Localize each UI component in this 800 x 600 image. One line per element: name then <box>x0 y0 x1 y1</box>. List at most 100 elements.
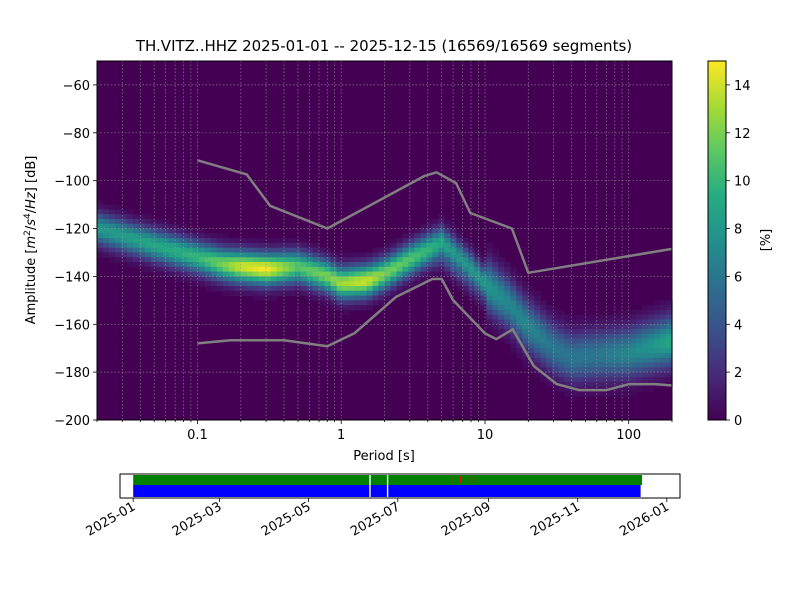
heat-cell <box>534 295 541 301</box>
heat-cell <box>324 252 332 258</box>
heat-cell <box>168 223 176 230</box>
heat-cell <box>480 281 487 287</box>
heat-cell <box>186 228 194 234</box>
heat-cell <box>282 281 290 287</box>
heat-cell <box>558 314 565 321</box>
heat-cell <box>174 233 182 239</box>
heat-cell <box>522 362 529 368</box>
heat-cell <box>648 367 655 373</box>
heat-cell <box>624 343 631 349</box>
heat-cell <box>648 348 655 354</box>
heat-cell <box>456 257 463 263</box>
heat-cell <box>330 295 338 301</box>
heat-cell <box>528 343 535 349</box>
heat-cell <box>270 266 278 273</box>
heat-cell <box>156 218 164 225</box>
heat-cell <box>474 271 481 277</box>
heat-cell <box>420 223 428 230</box>
heat-cell <box>216 281 224 287</box>
heat-cell <box>498 329 505 335</box>
heat-cell <box>492 281 499 287</box>
heat-cell <box>462 266 469 273</box>
heat-cell <box>102 247 110 254</box>
heat-cell <box>648 352 655 359</box>
heat-cell <box>564 362 571 368</box>
heat-cell <box>612 381 619 388</box>
heat-cell <box>558 357 565 364</box>
heat-cell <box>606 348 613 354</box>
heat-cell <box>420 238 428 244</box>
heat-cell <box>132 247 140 254</box>
heat-cell <box>384 290 392 297</box>
heat-cell <box>504 295 511 301</box>
heat-cell <box>612 352 619 359</box>
colorbar-tick-label: 0 <box>734 414 742 429</box>
heat-cell <box>654 305 661 311</box>
heat-cell <box>462 252 469 258</box>
heat-cell <box>192 271 200 277</box>
heat-cell <box>402 252 410 258</box>
heat-cell <box>480 295 487 301</box>
heat-cell <box>228 290 236 297</box>
heat-cell <box>630 333 637 340</box>
heat-cell <box>576 381 583 388</box>
heat-cell <box>510 338 517 345</box>
heat-cell <box>360 276 368 282</box>
heat-cell <box>444 276 451 282</box>
heat-cell <box>630 352 637 359</box>
heat-cell <box>324 281 332 287</box>
heat-cell <box>426 228 434 234</box>
heat-cell <box>486 309 493 316</box>
heat-cell <box>372 290 380 297</box>
heat-cell <box>456 228 463 234</box>
heat-cell <box>510 319 517 325</box>
heat-cell <box>306 276 314 282</box>
heat-cell <box>126 252 134 258</box>
heat-cell <box>108 218 116 225</box>
heat-cell <box>522 309 529 316</box>
heat-cell <box>552 357 559 364</box>
heat-cell <box>378 252 386 258</box>
heat-cell <box>498 266 505 273</box>
heat-cell <box>222 285 230 292</box>
heat-cell <box>498 290 505 297</box>
heat-cell <box>198 242 206 249</box>
heat-cell <box>426 223 434 230</box>
heat-cell <box>366 252 374 258</box>
heat-cell <box>474 276 481 282</box>
heat-cell <box>168 233 176 239</box>
heat-cell <box>97 228 104 234</box>
heat-cell <box>300 281 308 287</box>
heat-cell <box>594 338 601 345</box>
heat-cell <box>120 218 128 225</box>
heat-cell <box>420 266 428 273</box>
heat-cell <box>576 348 583 354</box>
heat-cell <box>246 285 254 292</box>
date-tick-label: 2026-01 <box>617 499 672 539</box>
heat-cell <box>456 233 463 239</box>
heat-cell <box>258 242 266 249</box>
x-tick-label: 0.1 <box>187 428 208 443</box>
heat-cell <box>636 333 643 340</box>
heat-cell <box>156 262 164 268</box>
heat-cell <box>282 247 290 254</box>
heat-cell <box>198 281 206 287</box>
heat-cell <box>324 276 332 282</box>
heat-cell <box>246 257 254 263</box>
heat-cell <box>324 285 332 292</box>
heat-cell <box>114 233 122 239</box>
heat-cell <box>546 314 553 321</box>
heat-cell <box>216 257 224 263</box>
heat-cell <box>228 281 236 287</box>
heat-cell <box>582 357 589 364</box>
heat-cell <box>414 242 422 249</box>
heat-cell <box>384 271 392 277</box>
heat-cell <box>504 290 511 297</box>
heat-cell <box>234 242 242 249</box>
heat-cell <box>240 285 248 292</box>
heat-cell <box>474 300 481 306</box>
heat-cell <box>498 300 505 306</box>
x-tick-label: 100 <box>616 428 641 443</box>
heat-cell <box>330 257 338 263</box>
heat-cell <box>588 319 595 325</box>
